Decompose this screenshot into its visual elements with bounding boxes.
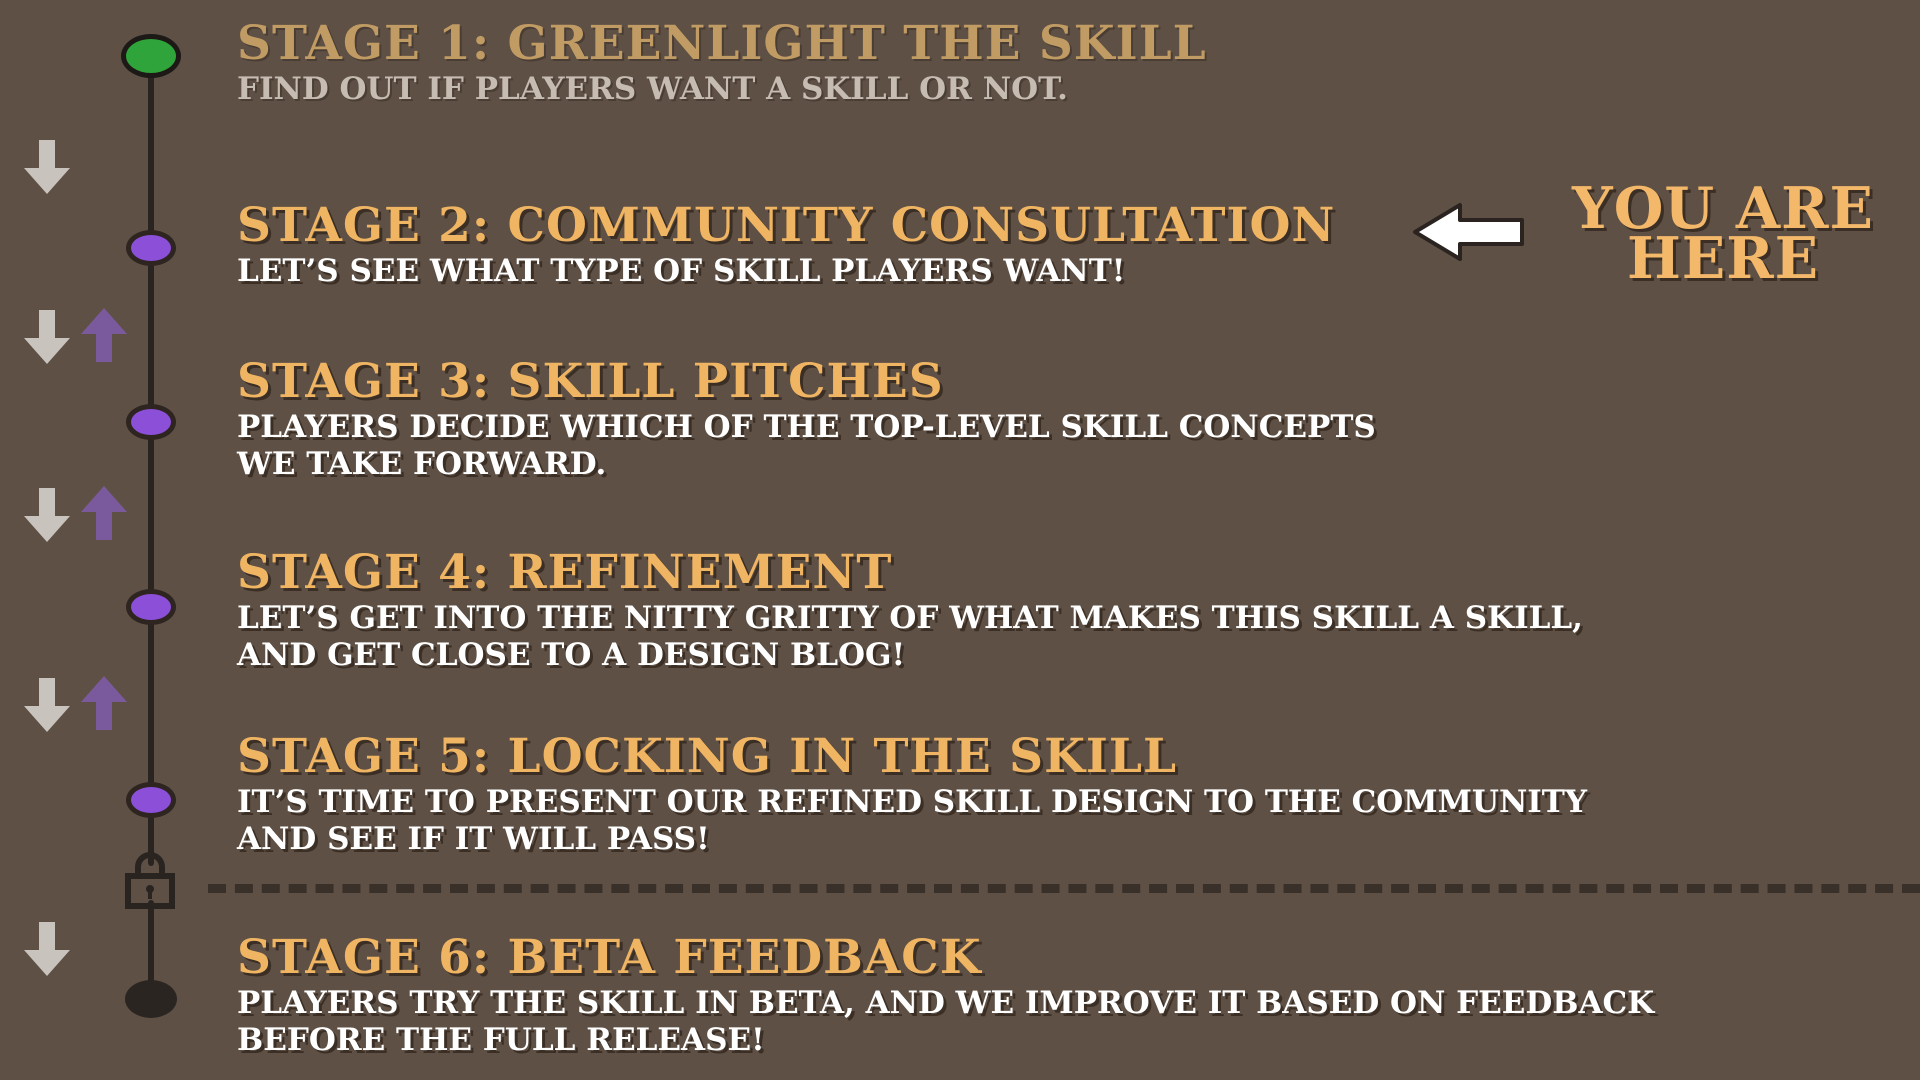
stage-1-node — [121, 34, 181, 78]
stage-4-description: LET’S GET INTO THE NITTY GRITTY OF WHAT … — [237, 600, 1583, 673]
stage-6-node — [125, 980, 177, 1018]
stage-6-description: PLAYERS TRY THE SKILL IN BETA, AND WE IM… — [237, 985, 1655, 1058]
stage-5: STAGE 5: LOCKING IN THE SKILL IT’S TIME … — [237, 733, 1587, 858]
stage-5-node — [126, 782, 176, 818]
you-are-here-label: YOU ARE HERE — [1538, 175, 1908, 292]
stage-4-title: STAGE 4: REFINEMENT — [237, 545, 893, 600]
arrow-down-icon — [24, 678, 70, 732]
arrow-left-icon — [1413, 203, 1524, 261]
stage-3: STAGE 3: SKILL PITCHES PLAYERS DECIDE WH… — [237, 358, 1376, 483]
locked-stage-divider — [208, 884, 1920, 893]
stage-4: STAGE 4: REFINEMENT LET’S GET INTO THE N… — [237, 549, 1583, 674]
stage-1-title: STAGE 1: GREENLIGHT THE SKILL — [237, 16, 1207, 71]
timeline-line-upper — [148, 56, 154, 866]
stage-6: STAGE 6: BETA FEEDBACK PLAYERS TRY THE S… — [237, 934, 1654, 1059]
stage-2-title: STAGE 2: COMMUNITY CONSULTATION — [237, 198, 1336, 253]
arrow-up-icon — [81, 308, 127, 362]
arrow-down-icon — [24, 488, 70, 542]
stage-1-description: FIND OUT IF PLAYERS WANT A SKILL OR NOT. — [237, 71, 1068, 107]
you-are-here-line-1: YOU ARE — [1572, 175, 1874, 242]
stage-1: STAGE 1: GREENLIGHT THE SKILL FIND OUT I… — [237, 20, 1207, 108]
arrow-down-icon — [24, 922, 70, 976]
arrow-up-icon — [81, 676, 127, 730]
stage-2-description: LET’S SEE WHAT TYPE OF SKILL PLAYERS WAN… — [237, 253, 1126, 289]
stage-5-description: IT’S TIME TO PRESENT OUR REFINED SKILL D… — [237, 784, 1587, 857]
arrow-down-icon — [24, 310, 70, 364]
stage-3-description: PLAYERS DECIDE WHICH OF THE TOP-LEVEL SK… — [237, 409, 1376, 482]
you-are-here-line-2: HERE — [1626, 225, 1820, 292]
stage-4-node — [126, 589, 176, 625]
padlock-icon — [125, 852, 175, 909]
timeline-line-lower — [148, 900, 154, 996]
stage-3-title: STAGE 3: SKILL PITCHES — [237, 354, 944, 409]
stage-5-title: STAGE 5: LOCKING IN THE SKILL — [237, 729, 1177, 784]
arrow-down-icon — [24, 140, 70, 194]
stage-2-node — [126, 230, 176, 266]
stage-2: STAGE 2: COMMUNITY CONSULTATION LET’S SE… — [237, 202, 1335, 290]
stage-3-node — [126, 404, 176, 440]
arrow-up-icon — [81, 486, 127, 540]
stage-6-title: STAGE 6: BETA FEEDBACK — [237, 930, 982, 985]
